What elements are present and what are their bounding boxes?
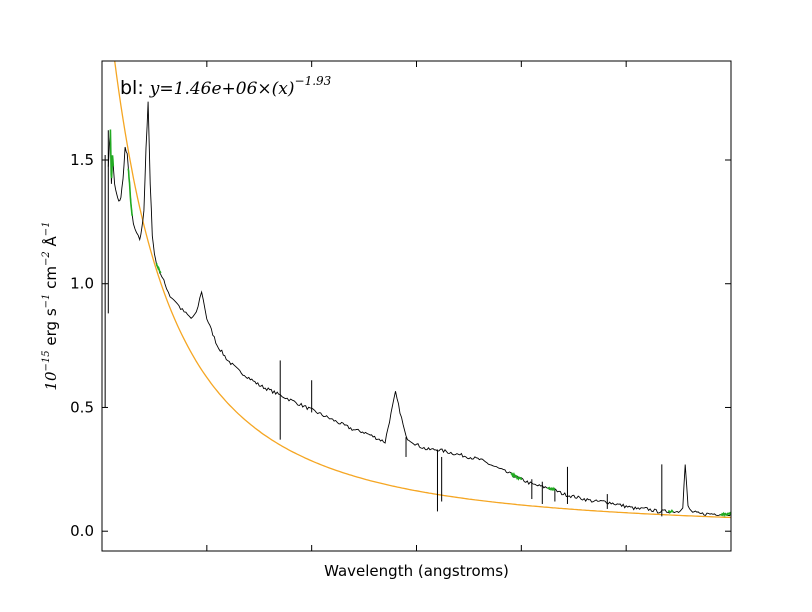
continuum-window bbox=[155, 263, 162, 274]
y-tick-label: 0.5 bbox=[70, 398, 94, 416]
y-axis-label-exp1: −15 bbox=[41, 350, 52, 371]
continuum-window bbox=[109, 129, 115, 179]
plot-layer bbox=[104, 61, 731, 519]
y-axis-ticks: 0.0 0.5 1.0 1.5 bbox=[70, 61, 731, 551]
y-axis-label-exp4: −1 bbox=[41, 221, 52, 236]
fit-annotation: bl: y=1.46e+06×(x)−1.93 bbox=[120, 74, 332, 99]
y-axis-label-mid1: erg s bbox=[42, 308, 60, 350]
continuum-window bbox=[127, 168, 134, 217]
continuum-window bbox=[668, 509, 674, 514]
spectrum-line bbox=[107, 101, 731, 517]
y-axis-label-mid2: cm bbox=[42, 266, 60, 294]
y-axis-label-base: 10 bbox=[42, 371, 60, 391]
y-axis-label-mid3: Å bbox=[41, 235, 60, 251]
continuum-window bbox=[719, 511, 731, 518]
fit-annotation-exponent: −1.93 bbox=[295, 74, 332, 88]
y-axis-label: 10−15 erg s−1 cm−2 Å−1 bbox=[41, 221, 60, 390]
y-tick-label: 1.5 bbox=[70, 151, 94, 169]
fit-curve bbox=[114, 61, 731, 519]
y-tick-label: 0.0 bbox=[70, 522, 94, 540]
y-axis-label-exp3: −2 bbox=[41, 251, 52, 266]
y-axis-label-exp2: −1 bbox=[41, 294, 52, 309]
fit-annotation-formula: y=1.46e+06×(x) bbox=[149, 79, 295, 99]
fit-annotation-prefix: bl: bbox=[120, 77, 150, 99]
continuum-window bbox=[510, 471, 523, 481]
continuum-window bbox=[547, 486, 556, 492]
x-axis-label: Wavelength (angstroms) bbox=[324, 562, 509, 580]
y-tick-label: 1.0 bbox=[70, 275, 94, 293]
